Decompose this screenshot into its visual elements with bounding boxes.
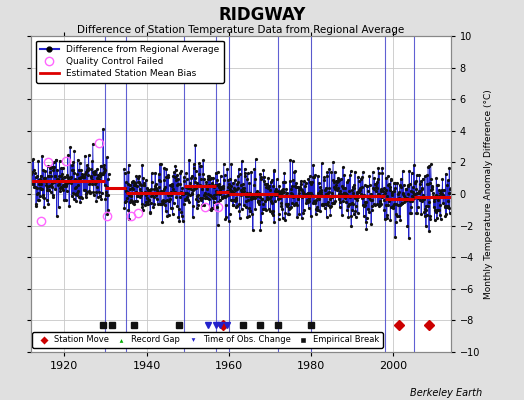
Y-axis label: Monthly Temperature Anomaly Difference (°C): Monthly Temperature Anomaly Difference (… (484, 89, 493, 299)
Text: Berkeley Earth: Berkeley Earth (410, 388, 482, 398)
Title: Difference of Station Temperature Data from Regional Average: Difference of Station Temperature Data f… (78, 25, 405, 35)
Text: RIDGWAY: RIDGWAY (219, 6, 305, 24)
Legend: Station Move, Record Gap, Time of Obs. Change, Empirical Break: Station Move, Record Gap, Time of Obs. C… (32, 332, 383, 348)
